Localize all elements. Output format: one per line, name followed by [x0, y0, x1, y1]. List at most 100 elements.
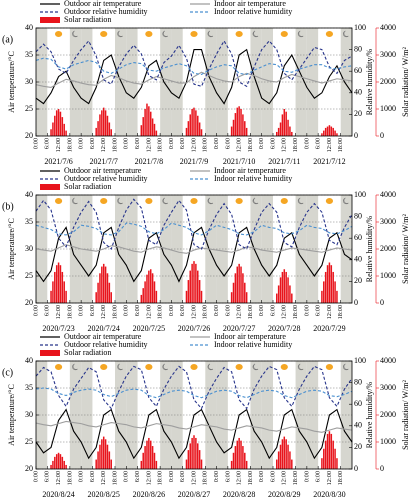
- bar: [330, 126, 333, 136]
- x-tick-label: 0:00: [78, 305, 85, 316]
- bar: [104, 110, 107, 136]
- y3-tick-label: 1000: [380, 437, 396, 446]
- bar: [336, 458, 338, 469]
- legend-label: Outdoor relative humidity: [64, 7, 148, 16]
- bar: [106, 273, 109, 303]
- bar: [185, 459, 188, 469]
- y2-tick-label: 100: [354, 356, 366, 365]
- legend-label: Solar radiation: [64, 348, 111, 357]
- line-series: [35, 244, 353, 254]
- bar: [334, 448, 336, 469]
- y2-axis-title: Relative humidity/%: [365, 381, 374, 448]
- bar: [287, 277, 289, 303]
- line-series: [35, 48, 353, 105]
- y3-tick-label: 0: [380, 464, 384, 473]
- bar: [50, 129, 52, 136]
- x-tick-label: 0:00: [258, 471, 265, 482]
- y2-tick-label: 40: [354, 88, 362, 97]
- bar: [287, 119, 289, 136]
- bar: [323, 281, 325, 303]
- y3-tick-label: 2000: [380, 244, 396, 253]
- bar: [326, 433, 329, 469]
- x-tick-label: 0:00: [168, 305, 175, 316]
- bar: [193, 107, 195, 136]
- date-label: 2020/8/27: [178, 490, 210, 499]
- moon-icon: [297, 363, 304, 371]
- bar: [185, 290, 188, 303]
- bar: [104, 266, 107, 303]
- moon-icon: [72, 30, 78, 38]
- legend-label: Outdoor air temperature: [64, 166, 142, 175]
- x-tick-label: 12:00: [236, 305, 243, 319]
- bar: [146, 103, 148, 136]
- bar: [193, 435, 195, 469]
- plot-frame: [35, 194, 353, 304]
- legend-label: Outdoor relative humidity: [64, 340, 148, 349]
- y3-tick-label: 4000: [380, 190, 396, 199]
- x-tick-label: 6:00: [89, 305, 96, 316]
- y-tick-label: 35: [25, 383, 33, 392]
- x-tick-label: 18:00: [292, 471, 299, 485]
- bar: [334, 281, 336, 303]
- plot-frame: [35, 360, 353, 470]
- moon-icon: [117, 363, 123, 371]
- moon-icon: [117, 197, 123, 205]
- x-tick-label: 6:00: [179, 471, 186, 482]
- y-tick-label: 20: [25, 298, 33, 307]
- y-tick-label: 25: [25, 271, 33, 280]
- bar: [323, 130, 325, 136]
- bar: [324, 440, 327, 469]
- legend-label: Indoor air temperature: [214, 0, 286, 8]
- sun-icon: [54, 364, 63, 370]
- bar: [57, 109, 60, 136]
- bar: [234, 446, 237, 469]
- y2-tick-label: 20: [354, 109, 362, 118]
- x-tick-label: 18:00: [202, 138, 209, 152]
- sun-icon: [100, 364, 108, 370]
- bar: [61, 271, 64, 303]
- x-tick-label: 0:00: [123, 138, 130, 149]
- bar: [99, 273, 101, 303]
- x-tick-label: 18:00: [202, 305, 209, 319]
- y2-tick-label: 100: [354, 23, 366, 32]
- bar: [102, 436, 105, 469]
- x-tick-label: 12:00: [100, 138, 107, 152]
- legend-label: Outdoor relative humidity: [64, 174, 148, 183]
- bar: [242, 446, 244, 469]
- bar: [55, 265, 58, 303]
- y3-tick-label: 1000: [380, 271, 396, 280]
- x-tick-label: 6:00: [269, 138, 276, 149]
- y2-tick-label: 60: [354, 399, 362, 408]
- x-tick-label: 0:00: [303, 305, 310, 316]
- bar: [281, 114, 284, 136]
- bar: [110, 459, 112, 469]
- bar: [140, 460, 143, 469]
- moon-icon: [342, 363, 349, 371]
- bar: [63, 281, 65, 303]
- bar: [187, 450, 190, 469]
- bar: [191, 437, 193, 469]
- x-tick-label: 0:00: [258, 138, 265, 149]
- date-label: 2021/7/6: [44, 157, 72, 166]
- y-axis-title: Air temperature/°C: [7, 218, 16, 280]
- x-tick-label: 0:00: [123, 305, 130, 316]
- y-axis-title: Air temperature/°C: [7, 384, 16, 446]
- bar: [99, 444, 101, 469]
- bar: [54, 271, 56, 303]
- bar: [149, 111, 152, 136]
- bar: [97, 121, 99, 136]
- panel-label: (b): [2, 201, 14, 212]
- bar: [238, 263, 240, 303]
- x-tick-label: 6:00: [179, 305, 186, 316]
- night-shade: [36, 195, 48, 303]
- date-label: 2020/7/28: [268, 324, 300, 333]
- y3-axis-title: Solar radiation/ W/m²: [401, 214, 410, 284]
- x-tick-label: 18:00: [66, 305, 73, 319]
- legend-label: Indoor relative humidity: [214, 7, 292, 16]
- y-tick-label: 30: [25, 77, 33, 86]
- x-tick-label: 18:00: [157, 138, 164, 152]
- x-tick-label: 6:00: [179, 138, 186, 149]
- bar: [187, 121, 190, 136]
- bar: [151, 273, 154, 303]
- x-tick-label: 12:00: [55, 138, 62, 152]
